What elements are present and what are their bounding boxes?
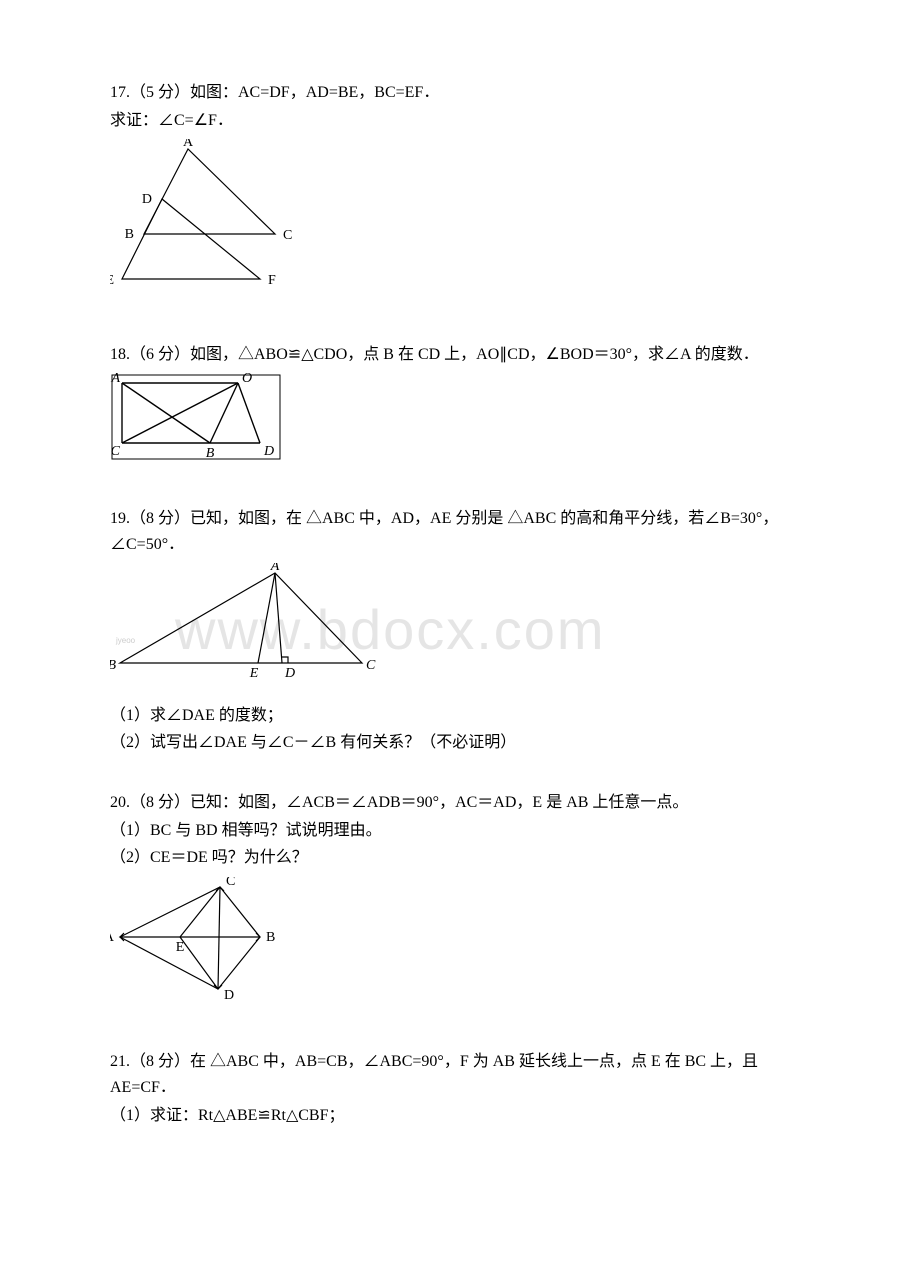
q20-line1: 20.（8 分）已知：如图，∠ACB＝∠ADB＝90°，AC＝AD，E 是 AB… (110, 790, 810, 816)
q20-sub1: （1）BC 与 BD 相等吗？试说明理由。 (110, 818, 810, 844)
svg-text:C: C (366, 658, 376, 673)
svg-text:A: A (183, 139, 194, 150)
q21-line1: 21.（8 分）在 △ABC 中，AB=CB，∠ABC=90°，F 为 AB 延… (110, 1049, 810, 1100)
q18-figure: A O C B D (110, 373, 810, 472)
svg-text:O: O (242, 373, 252, 386)
svg-text:C: C (111, 444, 121, 459)
svg-text:A: A (110, 373, 120, 386)
svg-text:E: E (249, 666, 259, 681)
svg-text:B: B (110, 658, 116, 673)
svg-text:E: E (110, 273, 114, 288)
q20-figure: A B C D E (110, 877, 810, 1016)
q17-line2: 求证：∠C=∠F． (110, 108, 810, 134)
svg-text:B: B (266, 930, 275, 945)
svg-text:D: D (263, 444, 274, 459)
svg-text:jyeoo: jyeoo (115, 636, 136, 645)
svg-text:F: F (268, 273, 276, 288)
svg-text:D: D (284, 666, 295, 681)
q21-sub1: （1）求证：Rt△ABE≌Rt△CBF； (110, 1103, 810, 1129)
q19-figure: A B C E Djyeoo (110, 563, 810, 697)
svg-text:B: B (206, 446, 215, 461)
svg-text:A: A (270, 563, 280, 574)
q19-sub1: （1）求∠DAE 的度数； (110, 703, 810, 729)
q19-sub2: （2）试写出∠DAE 与∠C－∠B 有何关系？（不必证明） (110, 730, 810, 756)
q17-line1: 17.（5 分）如图：AC=DF，AD=BE，BC=EF． (110, 80, 810, 106)
problem-18: 18.（6 分）如图，△ABO≌△CDO，点 B 在 CD 上，AO∥CD，∠B… (110, 342, 810, 472)
svg-text:E: E (176, 940, 185, 955)
problem-20: 20.（8 分）已知：如图，∠ACB＝∠ADB＝90°，AC＝AD，E 是 AB… (110, 790, 810, 1015)
problem-17: 17.（5 分）如图：AC=DF，AD=BE，BC=EF． 求证：∠C=∠F． … (110, 80, 810, 308)
svg-text:D: D (142, 192, 152, 207)
problem-19: 19.（8 分）已知，如图，在 △ABC 中，AD，AE 分别是 △ABC 的高… (110, 506, 810, 756)
q19-line1: 19.（8 分）已知，如图，在 △ABC 中，AD，AE 分别是 △ABC 的高… (110, 506, 810, 557)
svg-text:A: A (110, 930, 115, 945)
q18-line1: 18.（6 分）如图，△ABO≌△CDO，点 B 在 CD 上，AO∥CD，∠B… (110, 342, 810, 368)
q17-figure: A D B C E F (110, 139, 810, 308)
svg-text:C: C (226, 877, 235, 889)
q20-sub2: （2）CE＝DE 吗？为什么？ (110, 845, 810, 871)
svg-text:C: C (283, 228, 292, 243)
svg-text:B: B (125, 227, 134, 242)
problem-21: 21.（8 分）在 △ABC 中，AB=CB，∠ABC=90°，F 为 AB 延… (110, 1049, 810, 1128)
svg-text:D: D (224, 988, 234, 1003)
